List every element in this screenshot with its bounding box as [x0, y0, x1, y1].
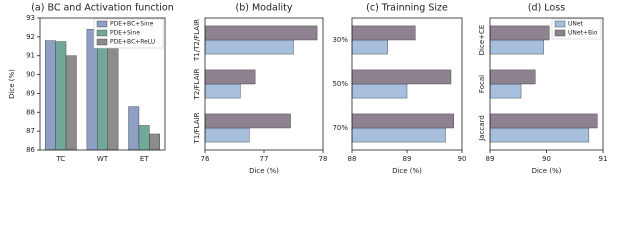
y-tick-label: 88 — [26, 108, 35, 116]
plot-frame — [351, 17, 463, 151]
bar — [489, 113, 598, 129]
y-tick-label: 91 — [26, 52, 35, 60]
y-tick-label: 86 — [26, 146, 35, 154]
bar — [204, 39, 294, 55]
plot-frame — [204, 17, 324, 151]
chart-title: (b) Modality — [236, 3, 293, 14]
x-tick-label: 89 — [486, 155, 495, 163]
plot-frame — [489, 17, 604, 151]
bar — [204, 127, 250, 143]
x-axis-label: Dice (%) — [532, 167, 562, 175]
bar — [489, 83, 522, 99]
bar — [204, 69, 256, 85]
y-tick-label: Focal — [478, 75, 486, 93]
bar — [489, 127, 590, 143]
bar — [107, 39, 119, 151]
legend-label: PDE+BC+Sine — [110, 21, 154, 28]
bar — [204, 113, 291, 129]
y-tick-label: Dice+CE — [478, 25, 486, 56]
y-tick-label: 87 — [26, 127, 35, 135]
bar — [138, 125, 150, 151]
x-tick-label: WT — [97, 155, 109, 163]
legend-swatch — [96, 38, 108, 46]
legend-swatch — [554, 29, 566, 37]
bar — [351, 25, 416, 41]
plot-frame — [39, 17, 166, 151]
bar — [45, 40, 56, 151]
legend-label: UNet — [568, 21, 584, 28]
x-axis-label: Dice (%) — [249, 167, 279, 175]
bar — [149, 133, 160, 151]
y-tick-label: 70% — [332, 124, 348, 132]
chart-title: (c) Trainning Size — [366, 3, 448, 14]
y-tick-label: 89 — [26, 89, 35, 97]
bar — [204, 83, 241, 99]
x-tick-label: 90 — [542, 155, 551, 163]
y-tick-label: T1/FLAIR — [193, 112, 201, 144]
y-axis-label: Dice (%) — [8, 69, 16, 99]
x-tick-label: 89 — [403, 155, 412, 163]
bar — [128, 106, 140, 151]
x-tick-label: 78 — [319, 155, 328, 163]
x-tick-label: 90 — [458, 155, 467, 163]
x-tick-label: TC — [55, 155, 65, 163]
y-tick-label: 90 — [26, 71, 35, 79]
x-tick-label: 91 — [599, 155, 608, 163]
bar — [489, 39, 544, 55]
y-tick-label: T1/T2/FLAIR — [193, 19, 201, 62]
figure: (a) BC and Activation function 86 87 88 89 90… — [8, 3, 608, 176]
y-tick-label: Jaccard — [478, 115, 486, 142]
bar — [351, 83, 408, 99]
y-tick-label: 50% — [332, 80, 348, 88]
legend-label: PDE+BC+ReLU — [110, 39, 155, 46]
bar — [351, 113, 454, 129]
y-tick-label: 93 — [26, 14, 35, 22]
x-axis-label: Dice (%) — [392, 167, 422, 175]
legend-swatch — [96, 20, 108, 28]
bar — [489, 69, 536, 85]
bar — [351, 39, 388, 55]
bar — [204, 25, 318, 41]
x-tick-label: 88 — [348, 155, 357, 163]
y-tick-label: T2/FLAIR — [193, 68, 201, 100]
chart-title: (d) Loss — [528, 3, 565, 14]
x-tick-label: 77 — [260, 155, 269, 163]
y-tick-label: 92 — [26, 33, 35, 41]
legend-label: UNet+Bio — [568, 30, 598, 37]
y-tick-label: 30% — [332, 36, 348, 44]
chart-title: (a) BC and Activation function — [31, 3, 174, 14]
bar — [65, 55, 77, 151]
legend-swatch — [554, 20, 566, 28]
x-tick-label: ET — [140, 155, 149, 163]
x-tick-label: 76 — [201, 155, 210, 163]
legend-label: PDE+Sine — [110, 30, 140, 37]
legend-swatch — [96, 29, 108, 37]
bar — [351, 69, 452, 85]
bar — [489, 25, 550, 41]
bar — [55, 41, 67, 151]
bar — [351, 127, 446, 143]
